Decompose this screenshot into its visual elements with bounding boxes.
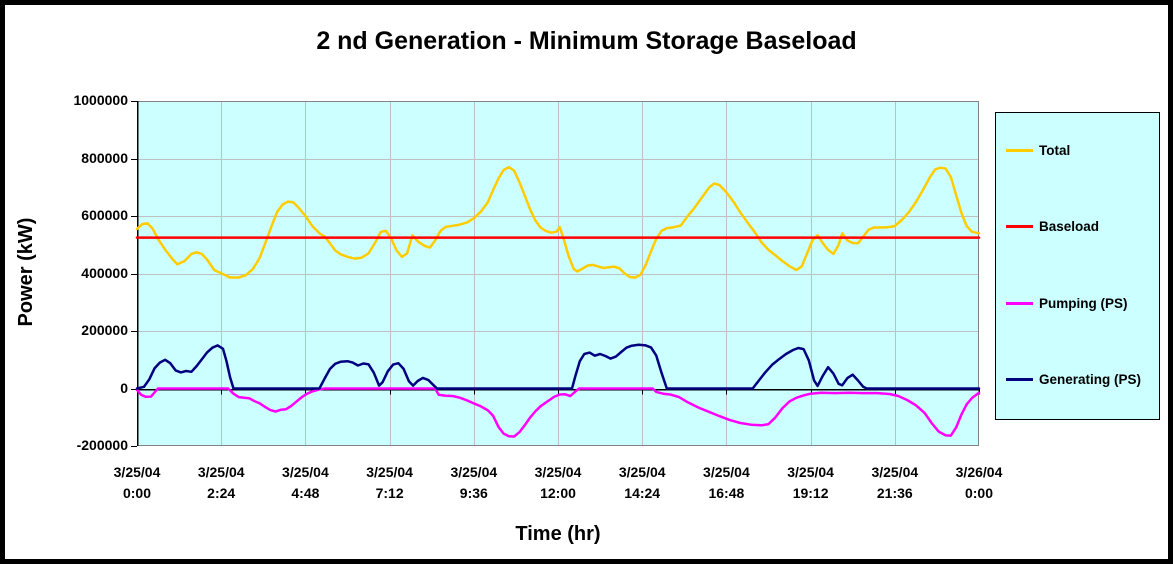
series-line-generating-ps bbox=[135, 343, 981, 390]
x-tick-date: 3/26/04 bbox=[955, 464, 1003, 480]
legend-label: Generating (PS) bbox=[1039, 371, 1142, 387]
x-tick-label: 3/25/04 4:48 bbox=[259, 462, 351, 504]
legend-item-total: Total bbox=[1006, 143, 1155, 158]
x-tick-date: 3/25/04 bbox=[618, 464, 666, 480]
plot-area bbox=[131, 101, 981, 447]
legend-item-generating-ps: Generating (PS) bbox=[1006, 372, 1155, 387]
x-tick-label: 3/25/04 19:12 bbox=[765, 462, 857, 504]
x-tick-time: 12:00 bbox=[540, 485, 576, 501]
legend-line-sample-total bbox=[1006, 149, 1033, 152]
x-tick-time: 21:36 bbox=[876, 485, 913, 501]
y-axis bbox=[131, 101, 139, 447]
legend-line-sample-pumping-ps bbox=[1006, 301, 1033, 305]
x-tick-label: 3/26/04 0:00 bbox=[933, 462, 1025, 504]
series-line-pumping-ps bbox=[135, 387, 981, 438]
x-tick-date: 3/25/04 bbox=[197, 464, 245, 480]
x-tick-date: 3/25/04 bbox=[703, 464, 750, 480]
x-tick-date: 3/25/04 bbox=[534, 464, 582, 480]
x-tick-date: 3/25/04 bbox=[871, 464, 919, 480]
x-tick-time: 4:48 bbox=[291, 485, 320, 501]
x-tick-time: 0:00 bbox=[122, 485, 152, 501]
y-tick-label: 400000 bbox=[81, 264, 128, 281]
x-tick-label: 3/25/04 0:00 bbox=[91, 462, 183, 504]
legend-label: Pumping (PS) bbox=[1039, 295, 1128, 311]
x-tick-time: 9:36 bbox=[459, 485, 488, 501]
chart-title: 2 nd Generation - Minimum Storage Baselo… bbox=[316, 27, 857, 55]
x-tick-label: 3/25/04 21:36 bbox=[849, 462, 941, 504]
y-tick-label: 800000 bbox=[81, 149, 128, 166]
x-tick-time: 0:00 bbox=[964, 485, 994, 501]
x-tick-label: 3/25/04 2:24 bbox=[175, 462, 267, 504]
legend-item-baseload: Baseload bbox=[1006, 219, 1155, 234]
x-tick-date: 3/25/04 bbox=[282, 464, 329, 480]
x-tick-date: 3/25/04 bbox=[366, 464, 413, 480]
legend-line-sample-generating-ps bbox=[1006, 377, 1033, 381]
legend-label: Total bbox=[1039, 143, 1071, 158]
x-tick-label: 3/25/04 12:00 bbox=[512, 462, 604, 504]
x-tick-time: 2:24 bbox=[207, 485, 236, 501]
x-tick-label: 3/25/04 16:48 bbox=[680, 462, 772, 504]
y-tick-label: 0 bbox=[120, 379, 128, 396]
x-tick-time: 16:48 bbox=[708, 485, 745, 501]
x-tick-label: 3/25/04 7:12 bbox=[344, 462, 436, 504]
x-tick-label: 3/25/04 14:24 bbox=[596, 462, 688, 504]
x-tick-date: 3/25/04 bbox=[787, 464, 834, 480]
legend-label: Baseload bbox=[1039, 219, 1100, 235]
legend: Total Baseload Pumping (PS) Generating (PS) bbox=[995, 112, 1160, 420]
legend-line-sample-baseload bbox=[1006, 225, 1033, 229]
x-axis-title: Time (hr) bbox=[515, 523, 601, 545]
x-tick-time: 14:24 bbox=[624, 485, 661, 501]
x-tick-time: 19:12 bbox=[792, 485, 829, 501]
y-tick-label: 1000000 bbox=[73, 92, 128, 108]
x-tick-date: 3/25/04 bbox=[450, 464, 498, 480]
y-tick-label: -200000 bbox=[76, 437, 128, 453]
y-tick-label: 600000 bbox=[81, 207, 128, 223]
series-line-total bbox=[135, 165, 981, 279]
x-tick-label: 3/25/04 9:36 bbox=[428, 462, 520, 504]
y-tick-label: 200000 bbox=[81, 322, 128, 338]
legend-item-pumping-ps: Pumping (PS) bbox=[1006, 296, 1155, 311]
x-tick-date: 3/25/04 bbox=[113, 464, 161, 480]
x-tick-time: 7:12 bbox=[375, 485, 404, 501]
